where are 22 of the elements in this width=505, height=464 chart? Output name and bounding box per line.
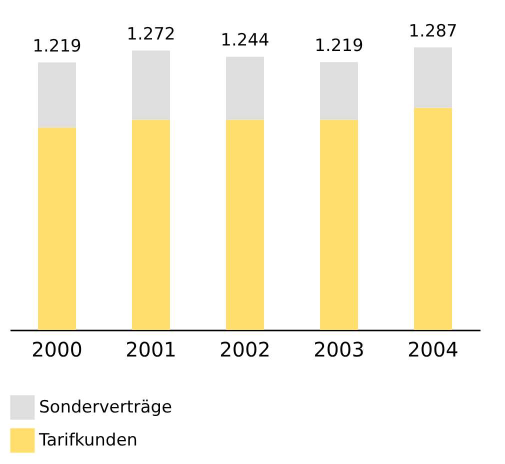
- x-tick-label: 2001: [126, 338, 176, 362]
- bar: [414, 47, 452, 108]
- bar: [320, 62, 358, 120]
- legend-label: Tarifkunden: [38, 430, 138, 450]
- bar: [320, 120, 358, 330]
- bar: [226, 56, 264, 120]
- annotation: 1.244: [220, 30, 270, 51]
- annotation: 1.219: [32, 36, 82, 56]
- bar: [38, 62, 76, 128]
- x-tick-label: 2002: [220, 338, 270, 362]
- legend-label: Sonderverträge: [39, 398, 172, 418]
- bar: [38, 128, 76, 330]
- x-tick-label: 2000: [32, 338, 82, 362]
- annotation: 1.287: [408, 21, 458, 42]
- x-tick-label: 2004: [408, 338, 458, 362]
- bar: [132, 50, 170, 120]
- annotation: 1.272: [126, 24, 176, 44]
- bar: [414, 108, 452, 330]
- bar: [132, 120, 170, 330]
- x-tick-label: 2003: [314, 338, 364, 362]
- bar: [226, 120, 264, 330]
- annotation: 1.219: [314, 36, 364, 56]
